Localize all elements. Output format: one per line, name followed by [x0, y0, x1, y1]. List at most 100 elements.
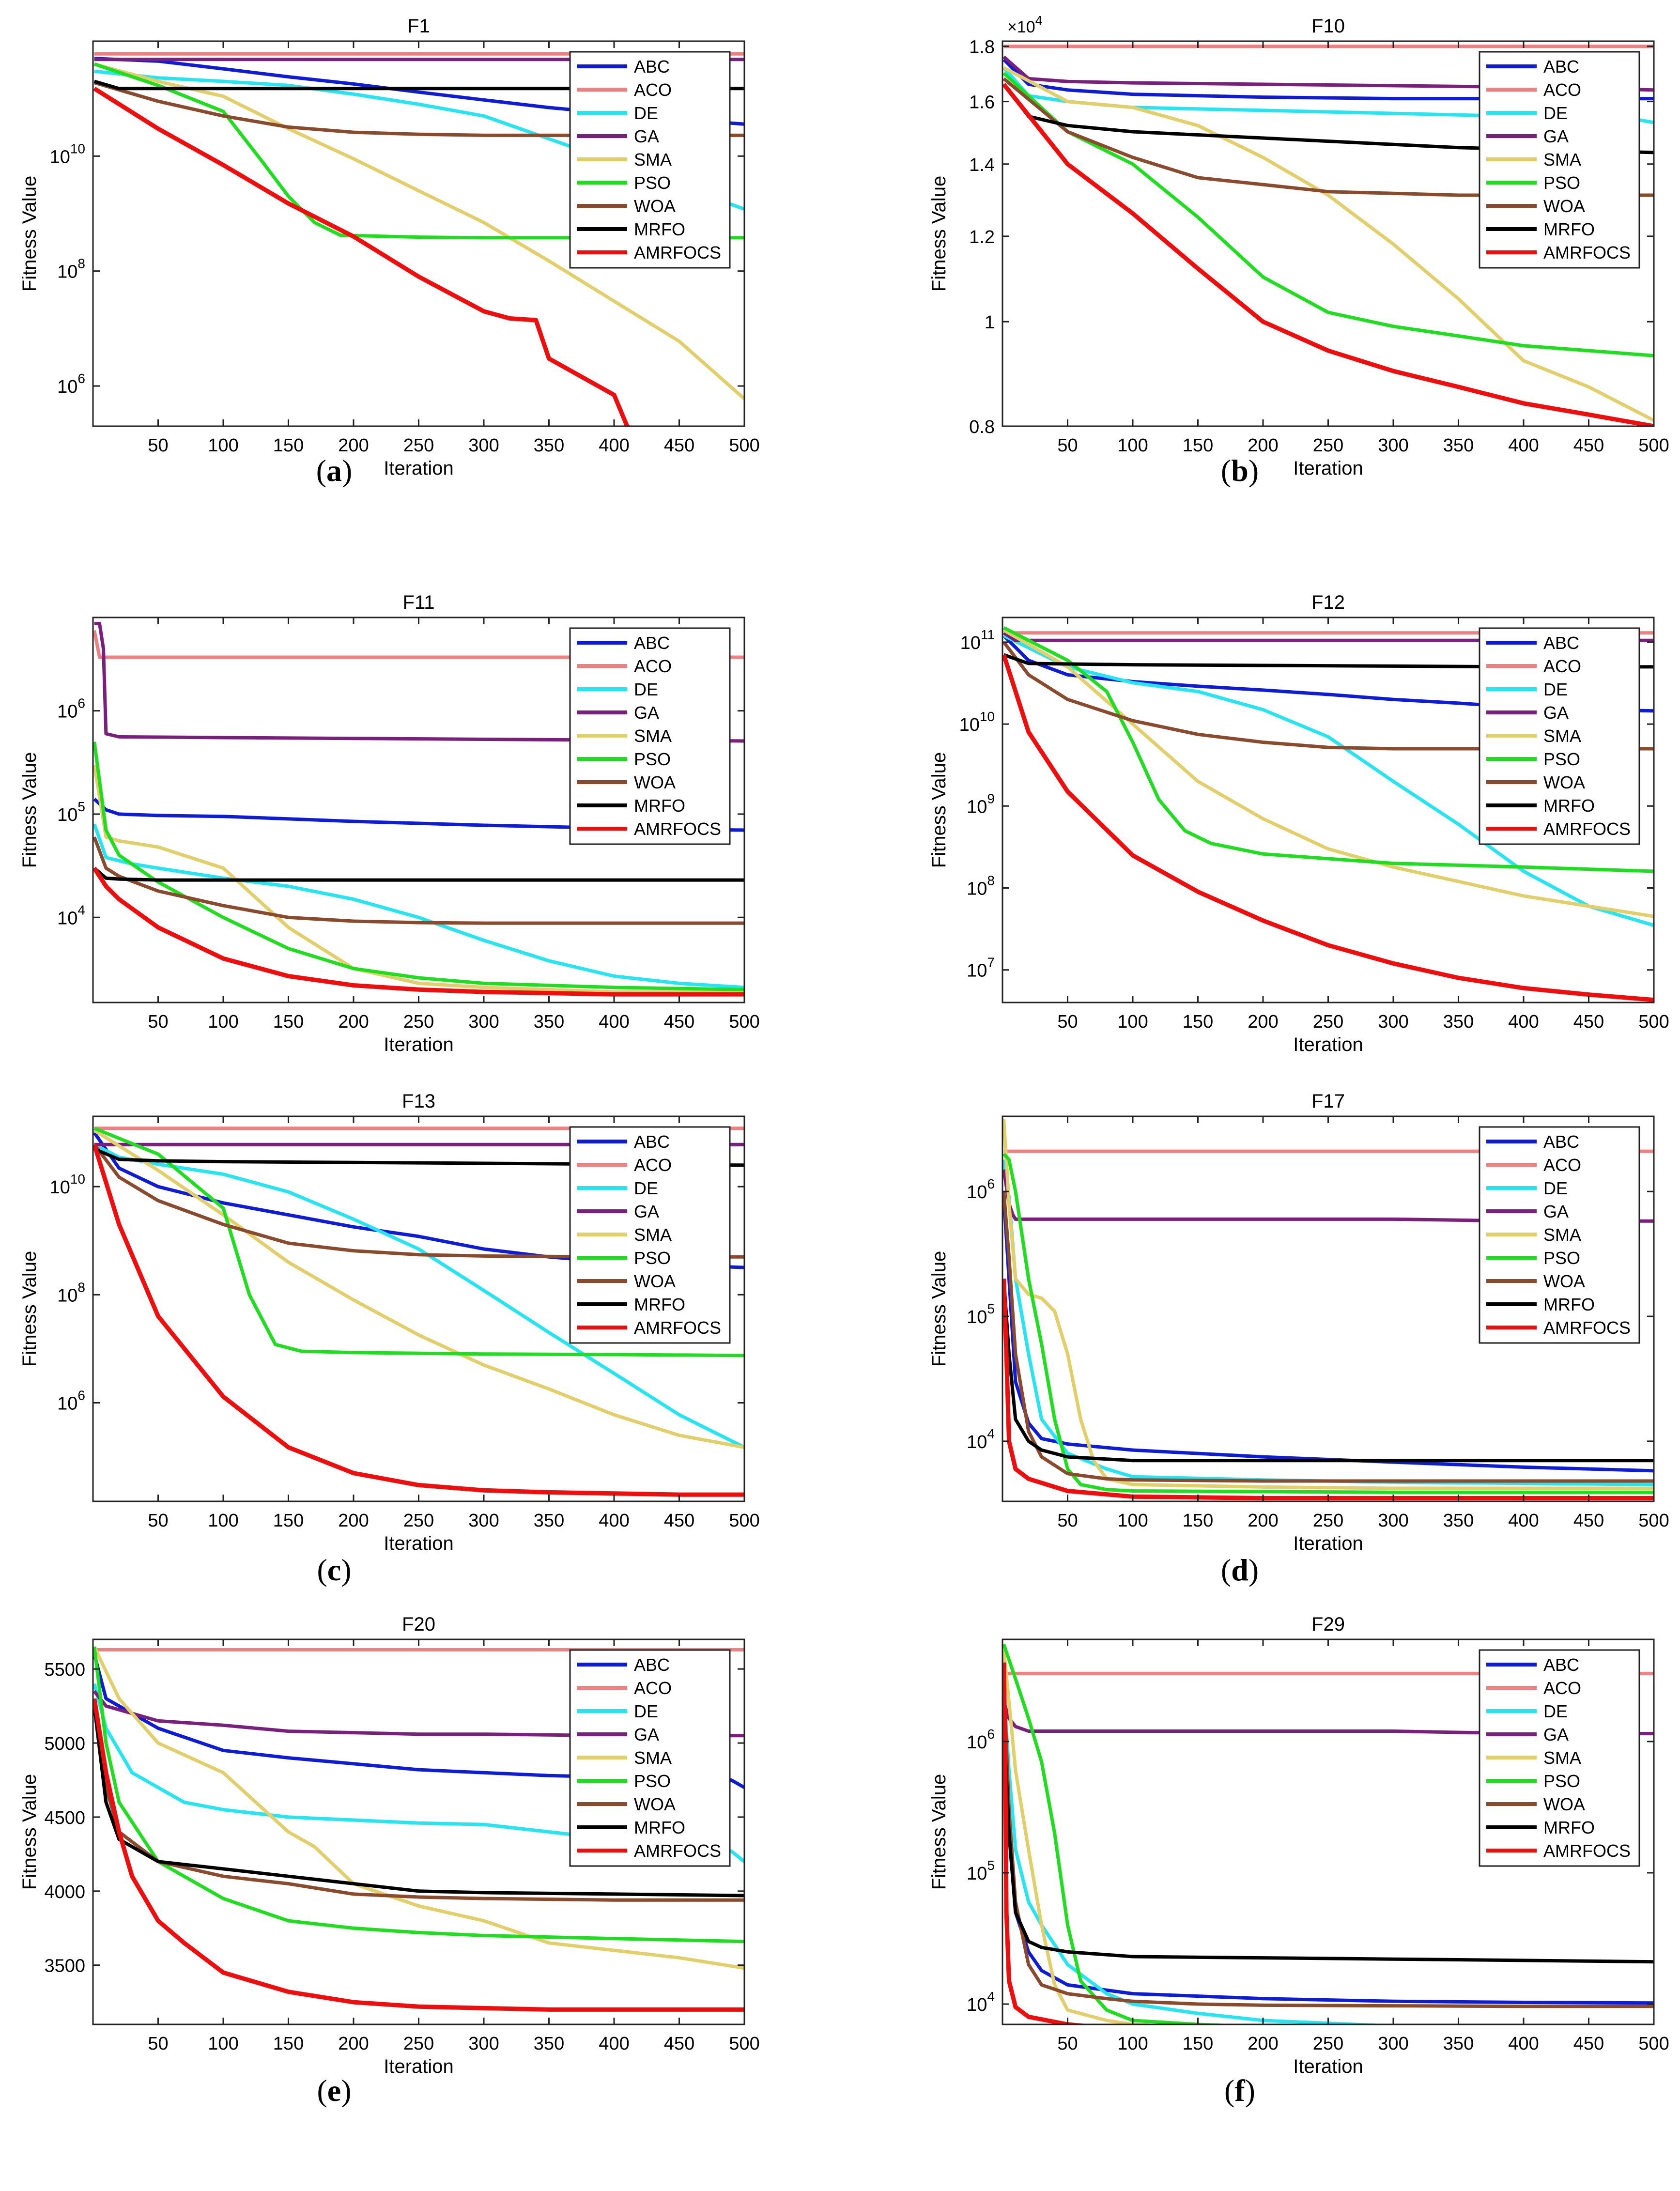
chart-a: 50 100 150 200 250 300 350 400 450 500 106 108 1010 F…	[19, 15, 760, 479]
chart-title: F13	[402, 1091, 435, 1112]
y-tick-label: 104	[57, 902, 85, 928]
series-line-pso	[1002, 1644, 1242, 2024]
legend-label-amrfocs: AMRFOCS	[634, 1318, 721, 1338]
y-tick-label: 109	[967, 791, 995, 817]
x-axis-label: Iteration	[384, 1034, 454, 1055]
y-tick-label: 106	[967, 1176, 995, 1203]
chart-title: F17	[1311, 1091, 1345, 1112]
chart-title: F29	[1311, 1614, 1345, 1635]
legend-label-sma: SMA	[634, 726, 672, 746]
x-tick-label: 100	[1117, 1511, 1148, 1531]
y-tick-label: 1.8	[969, 37, 995, 58]
legend: ABC ACO DE GA SMA PSO WOA MRFO AMRFOCS	[569, 627, 731, 845]
y-tick-label: 4500	[44, 1808, 85, 1828]
x-tick-label: 500	[729, 1012, 759, 1032]
x-tick-label: 500	[729, 2034, 759, 2054]
x-tick-label: 500	[729, 1511, 759, 1531]
legend: ABC ACO DE GA SMA PSO WOA MRFO AMRFOCS	[569, 51, 731, 269]
legend-label-amrfocs: AMRFOCS	[634, 1841, 721, 1861]
series-line-amrfocs	[1002, 1279, 1654, 1500]
y-tick-label: 106	[57, 1388, 85, 1414]
legend-label-de: DE	[1543, 103, 1568, 123]
legend: ABC ACO DE GA SMA PSO WOA MRFO AMRFOCS	[569, 1649, 731, 1867]
legend-label-amrfocs: AMRFOCS	[634, 819, 721, 839]
chart-title: F10	[1311, 15, 1345, 37]
x-tick-label: 50	[1057, 1012, 1078, 1032]
y-tick-label: 4000	[44, 1882, 85, 1902]
series-group	[1002, 1119, 1654, 1500]
series-line-amrfocs	[1002, 83, 1654, 426]
legend-label-sma: SMA	[1543, 726, 1581, 746]
y-tick-label: 108	[967, 873, 995, 899]
x-tick-label: 100	[1117, 2034, 1148, 2054]
x-tick-label: 250	[403, 435, 434, 456]
x-tick-label: 400	[599, 1012, 629, 1032]
x-tick-label: 350	[534, 435, 564, 456]
series-line-woa	[93, 1143, 744, 1259]
legend-label-de: DE	[1543, 679, 1568, 699]
x-tick-label: 50	[1057, 1511, 1078, 1531]
series-line-aco	[93, 630, 744, 659]
series-line-amrfocs	[93, 1143, 744, 1497]
y-tick-label: 108	[57, 1280, 85, 1306]
series-line-pso	[1002, 1153, 1654, 1494]
x-tick-label: 50	[148, 1511, 168, 1531]
x-tick-label: 300	[1378, 435, 1408, 456]
legend-label-ga: GA	[1543, 1202, 1569, 1221]
x-tick-label: 100	[1117, 1012, 1148, 1032]
legend-label-de: DE	[1543, 1701, 1568, 1721]
legend-label-pso: PSO	[634, 1248, 671, 1268]
legend-label-aco: ACO	[634, 80, 672, 100]
y-tick-label: 1010	[959, 709, 995, 735]
legend-label-aco: ACO	[1543, 1155, 1581, 1175]
x-tick-label: 50	[1057, 435, 1078, 456]
y-tick-label: 1.4	[969, 155, 995, 175]
legend-label-de: DE	[634, 103, 658, 123]
y-tick-label: 106	[967, 1727, 995, 1753]
legend-label-amrfocs: AMRFOCS	[1543, 1841, 1631, 1861]
series-line-amrfocs	[1002, 1662, 1092, 2024]
legend-label-woa: WOA	[1543, 772, 1585, 792]
legend-label-abc: ABC	[1543, 1655, 1579, 1675]
x-tick-label: 350	[1443, 2034, 1474, 2054]
series-line-mrfo	[1002, 1718, 1654, 1964]
chart-c1: 50 100 150 200 250 300 350 400 450 500 104 105 106 F1…	[19, 592, 760, 1055]
legend-label-amrfocs: AMRFOCS	[1543, 243, 1631, 262]
x-tick-label: 250	[403, 1511, 434, 1531]
x-tick-label: 200	[338, 2034, 369, 2054]
x-tick-label: 150	[273, 435, 304, 456]
x-tick-label: 150	[1183, 1012, 1213, 1032]
legend-label-mrfo: MRFO	[1543, 796, 1595, 816]
x-tick-label: 400	[1508, 435, 1539, 456]
x-tick-label: 350	[1443, 1012, 1474, 1032]
y-axis-multiplier: ×104	[1007, 13, 1042, 36]
y-tick-label: 104	[967, 1989, 995, 2015]
x-tick-label: 500	[1638, 2034, 1669, 2054]
legend-label-sma: SMA	[634, 1225, 672, 1245]
x-tick-label: 50	[148, 1012, 168, 1032]
panel-label-a: (a)	[316, 453, 353, 488]
legend-label-amrfocs: AMRFOCS	[1543, 1318, 1631, 1338]
x-tick-label: 200	[1248, 2034, 1278, 2054]
y-tick-label: 1010	[50, 1172, 85, 1198]
chart-title: F20	[402, 1614, 435, 1635]
y-axis-label: Fitness Value	[19, 176, 40, 292]
legend-label-de: DE	[634, 679, 658, 699]
legend-label-ga: GA	[1543, 1725, 1569, 1744]
x-tick-label: 300	[468, 1511, 499, 1531]
legend-label-abc: ABC	[1543, 57, 1579, 77]
legend-label-abc: ABC	[634, 1132, 670, 1152]
legend-label-mrfo: MRFO	[634, 796, 685, 816]
legend-label-abc: ABC	[1543, 633, 1579, 653]
y-tick-label: 104	[967, 1426, 995, 1452]
x-tick-label: 250	[1313, 1012, 1343, 1032]
legend-label-mrfo: MRFO	[1543, 1295, 1595, 1314]
legend-label-woa: WOA	[634, 1794, 676, 1814]
y-tick-label: 1010	[50, 141, 85, 167]
series-line-woa	[1002, 641, 1654, 751]
series-line-pso	[93, 62, 744, 240]
legend-label-pso: PSO	[634, 749, 671, 769]
legend-label-woa: WOA	[1543, 196, 1585, 216]
legend-label-abc: ABC	[634, 57, 670, 77]
x-axis-label: Iteration	[1293, 1533, 1363, 1554]
